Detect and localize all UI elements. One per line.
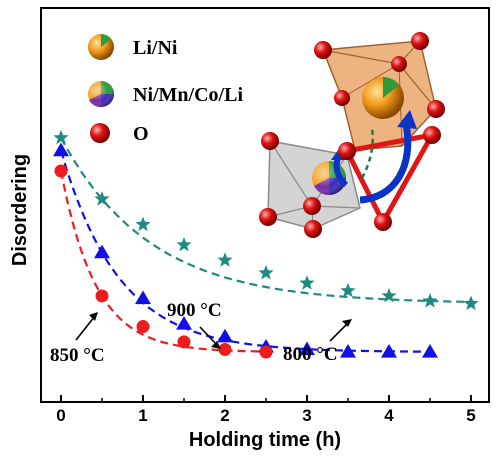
data-point (136, 320, 150, 334)
data-point (95, 289, 109, 303)
legend-item-o: O (90, 123, 149, 145)
data-point (217, 252, 233, 267)
data-point (340, 282, 356, 298)
data-point (422, 344, 438, 358)
legend-label-o: O (133, 123, 149, 145)
data-point (463, 295, 479, 311)
legend-item-ni-mn-co-li: Ni/Mn/Co/Li (88, 81, 243, 108)
crystal-structure-illustration (259, 32, 445, 238)
arrow-850 (75, 315, 96, 341)
data-point (340, 344, 356, 358)
data-point (135, 290, 151, 305)
oxygen-atoms (259, 32, 445, 238)
y-axis-title: Disordering (9, 154, 31, 266)
orange-green-sphere-icon (88, 34, 114, 60)
fit-curves (59, 137, 472, 353)
data-point (94, 191, 110, 206)
data-point (381, 287, 397, 303)
plot-frame (40, 7, 490, 403)
annotation-arrows (75, 312, 352, 349)
data-markers (53, 129, 479, 359)
x-tick-label: 4 (384, 406, 394, 425)
annotation-900: 900 °C (167, 300, 222, 321)
annotation-800: 800 °C (283, 344, 338, 365)
x-axis-title: Holding time (h) (189, 429, 341, 451)
data-point (299, 341, 315, 356)
data-point (218, 343, 232, 356)
x-tick-label: 3 (302, 406, 311, 425)
x-tick-label: 1 (138, 406, 147, 425)
data-point (422, 293, 438, 308)
data-point (177, 335, 191, 349)
x-axis-ticks: 0 1 2 3 4 5 (56, 395, 476, 425)
fit-line (59, 170, 266, 353)
data-point (54, 164, 68, 178)
x-tick-label: 0 (56, 406, 65, 425)
legend-label-li-ni: Li/Ni (133, 37, 178, 59)
data-point (299, 275, 315, 290)
data-point (259, 345, 273, 359)
data-point (258, 265, 274, 280)
center-atom-li-ni (362, 77, 404, 119)
data-point (381, 344, 397, 358)
fit-line (60, 137, 472, 303)
data-point (217, 328, 233, 343)
arrow-800 (329, 322, 349, 342)
fit-line (59, 150, 430, 353)
x-tick-label: 5 (466, 406, 475, 425)
data-point (53, 129, 69, 145)
arrow-900 (199, 326, 218, 346)
red-sphere-icon (90, 123, 110, 143)
legend: Li/Ni Ni/Mn/Co/Li O (88, 34, 243, 145)
data-point (53, 142, 69, 157)
legend-label-ni-mn-co-li: Ni/Mn/Co/Li (133, 84, 243, 106)
annotation-850: 850 °C (50, 345, 105, 366)
data-point (176, 316, 192, 330)
multicolor-sphere-icon (88, 81, 114, 108)
data-point (176, 236, 192, 252)
x-tick-label: 2 (220, 406, 229, 425)
legend-item-li-ni: Li/Ni (88, 34, 178, 60)
data-point (94, 244, 110, 259)
data-point (135, 216, 151, 231)
